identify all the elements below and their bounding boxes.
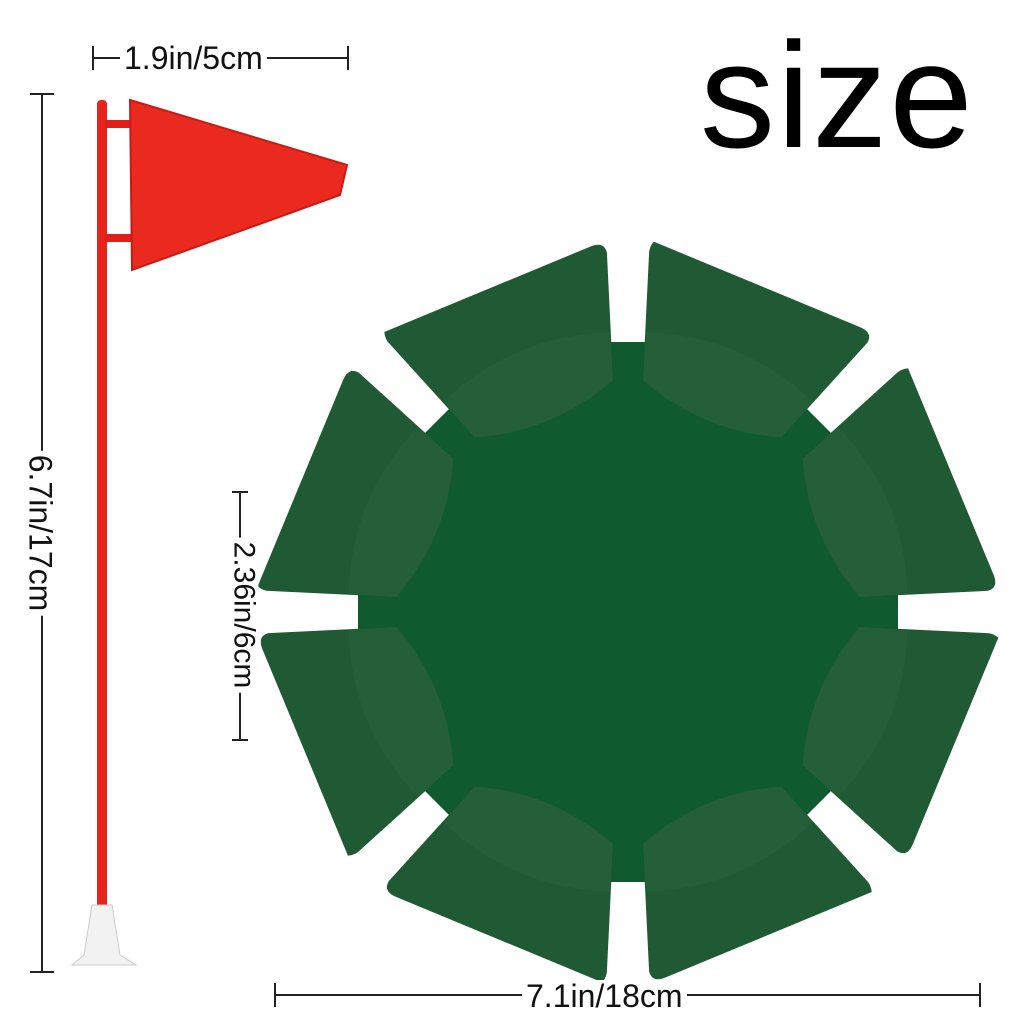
cup-petal	[260, 626, 454, 856]
putting-cup	[257, 241, 999, 983]
flag-height-label: 6.7in/17cm	[22, 450, 58, 616]
cup-inner	[358, 342, 898, 882]
flag	[70, 98, 349, 966]
cup-diameter-label: 7.1in/18cm	[522, 980, 687, 1012]
title: size	[700, 11, 975, 179]
flag-pennant	[128, 98, 349, 272]
cup-petal	[386, 786, 614, 983]
cup-petal	[802, 626, 999, 854]
cup-depth-label: 2.36in/6cm	[227, 537, 260, 693]
flag-width-label: 1.9in/5cm	[120, 42, 267, 74]
flag-pole	[97, 100, 107, 920]
cup-petal	[642, 241, 870, 438]
cup-petal	[384, 244, 614, 438]
flag-base	[70, 904, 138, 966]
cup-petal	[642, 786, 872, 980]
cup-petal	[257, 370, 454, 598]
cup-petal	[802, 368, 996, 598]
